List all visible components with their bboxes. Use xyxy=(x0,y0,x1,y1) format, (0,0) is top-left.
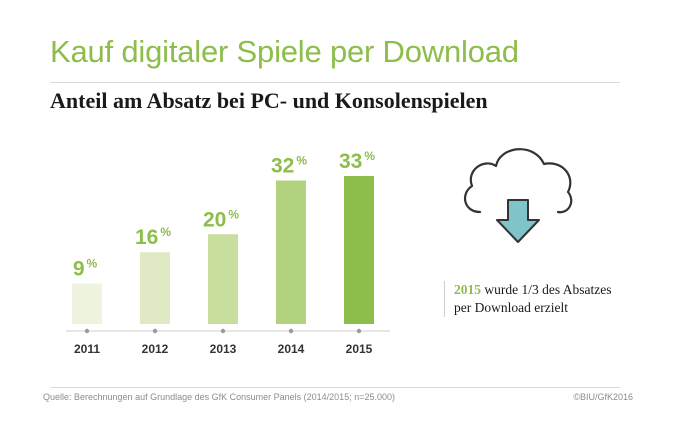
x-tick-label-2011: 2011 xyxy=(74,342,100,356)
chart-title: Kauf digitaler Spiele per Download xyxy=(50,34,519,69)
x-tick-2012 xyxy=(152,328,158,334)
x-tick-2011 xyxy=(84,328,90,334)
source-note: Quelle: Berechnungen auf Grundlage des G… xyxy=(43,392,395,402)
data-label-2013: 20% xyxy=(203,207,239,231)
title-divider xyxy=(50,82,620,83)
x-tick-label-2012: 2012 xyxy=(142,342,169,356)
note-text: 2015 wurde 1/3 des Absatzes per Download… xyxy=(444,281,611,317)
bar-2014 xyxy=(276,180,306,324)
cloud-download-icon xyxy=(463,148,573,243)
chart-subtitle: Anteil am Absatz bei PC- und Konsolenspi… xyxy=(50,88,488,113)
note-line2: per Download erzielt xyxy=(454,300,568,315)
x-tick-label-2014: 2014 xyxy=(278,342,305,356)
bar-2011 xyxy=(72,283,102,324)
footer-divider xyxy=(50,387,620,388)
data-label-2014: 32% xyxy=(271,153,307,177)
x-tick-label-2015: 2015 xyxy=(346,342,373,356)
note-line1: wurde 1/3 des Absatzes xyxy=(481,282,612,297)
data-label-2012: 16% xyxy=(135,225,171,249)
bar-2015 xyxy=(344,176,374,324)
bar-2012 xyxy=(140,252,170,324)
data-label-2015: 33% xyxy=(339,149,375,173)
copyright: ©BIU/GfK2016 xyxy=(573,392,633,402)
data-label-2011: 9% xyxy=(73,257,98,281)
note-highlight-year: 2015 xyxy=(454,282,481,297)
x-tick-label-2013: 2013 xyxy=(210,342,237,356)
bar-2013 xyxy=(208,234,238,324)
x-tick-2014 xyxy=(288,328,294,334)
x-tick-2015 xyxy=(356,328,362,334)
x-tick-2013 xyxy=(220,328,226,334)
